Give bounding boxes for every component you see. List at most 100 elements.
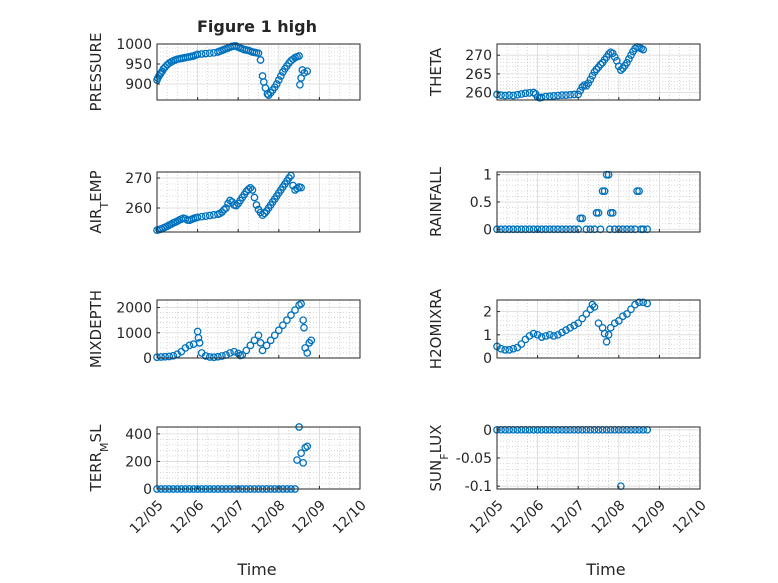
data-point <box>505 346 514 354</box>
data-point <box>274 326 283 335</box>
x-tick-label: 12/08 <box>249 497 289 537</box>
data-point <box>616 66 625 74</box>
data-point <box>226 349 234 357</box>
data-point <box>574 319 583 328</box>
data-point <box>197 50 206 58</box>
data-point <box>604 330 613 339</box>
data-point <box>291 306 299 314</box>
y-tick-label: 200 <box>125 454 152 470</box>
axes-box <box>496 43 701 101</box>
data-point <box>297 183 305 192</box>
x-tick-label: 12/05 <box>127 497 167 537</box>
data-point <box>610 319 619 328</box>
data-point <box>586 75 595 84</box>
axes-box <box>156 171 361 233</box>
data-point <box>293 184 301 193</box>
data-point <box>635 187 643 195</box>
y-tick-label: 1 <box>483 328 492 344</box>
data-point <box>266 336 275 345</box>
data-point <box>242 346 251 355</box>
data-point <box>256 56 265 64</box>
axes-air_temp: 260 270 AIRTEMP <box>87 170 361 235</box>
y-tick-label: 1000 <box>116 326 152 342</box>
y-tick-label: 260 <box>465 86 492 102</box>
data-point <box>623 310 631 318</box>
axes-rainfall: 0 0.5 1 RAINFALL <box>427 166 701 238</box>
data-point <box>218 352 226 360</box>
data-point <box>610 53 619 61</box>
data-point <box>185 341 194 350</box>
data-point <box>537 333 546 341</box>
data-point <box>283 316 291 325</box>
data-point <box>578 214 587 223</box>
x-tick-label: 12/09 <box>629 497 669 537</box>
data-point <box>161 352 169 361</box>
data-point <box>600 329 609 338</box>
data-point <box>639 45 648 54</box>
data-point <box>509 91 518 100</box>
axes-sun_flux: -0.1 -0.05 0 12/05 12/06 12/07 12/08 12/09 12/10… <box>427 423 710 537</box>
series-pressure <box>153 42 312 100</box>
data-point <box>558 91 566 99</box>
data-point <box>258 211 267 220</box>
data-point <box>201 212 210 220</box>
data-point <box>497 344 505 353</box>
data-point <box>189 340 198 348</box>
data-point <box>303 67 312 76</box>
y-tick-label: 0 <box>143 351 152 367</box>
data-point <box>517 340 526 348</box>
data-point <box>529 88 538 97</box>
data-point <box>578 314 587 323</box>
axes-pressure: 900 950 1000 PRESSURE <box>87 33 361 112</box>
data-point <box>537 93 546 102</box>
data-point <box>545 330 554 339</box>
data-point <box>303 442 312 451</box>
y-tick-label: 950 <box>125 57 152 73</box>
y-tick-label: 0 <box>483 423 492 439</box>
data-point <box>594 319 603 328</box>
x-axis-label-right: Time <box>585 560 625 579</box>
data-point <box>272 80 281 88</box>
data-point <box>193 50 202 59</box>
data-point <box>169 351 178 360</box>
x-axis-label-left: Time <box>236 560 276 579</box>
data-point <box>307 336 316 345</box>
y-tick-label: 0 <box>143 482 152 498</box>
data-point <box>588 300 597 309</box>
y-axis-label: TERRMSL <box>87 424 111 493</box>
data-point <box>517 90 526 98</box>
data-point <box>588 71 597 80</box>
data-point <box>639 298 648 307</box>
data-point <box>549 332 558 340</box>
data-point <box>295 52 303 60</box>
data-point <box>262 341 271 350</box>
data-point <box>582 310 591 318</box>
data-point <box>297 299 305 308</box>
data-point <box>529 329 538 338</box>
data-point <box>232 201 241 210</box>
y-axis-label: H2OMIXRA <box>427 288 445 369</box>
y-axis-label: PRESSURE <box>87 33 105 112</box>
data-point <box>293 456 301 464</box>
data-point <box>501 91 509 100</box>
data-point <box>299 458 308 467</box>
data-point <box>157 353 165 361</box>
data-point <box>205 353 214 361</box>
data-point <box>608 209 617 217</box>
x-tick-label: 12/10 <box>330 497 370 537</box>
data-point <box>287 311 295 319</box>
y-axis-label: THETA <box>427 47 445 97</box>
data-point <box>299 316 308 325</box>
data-point <box>165 352 174 361</box>
data-point <box>606 323 615 332</box>
data-point <box>209 353 218 362</box>
data-point <box>604 50 613 58</box>
data-point <box>197 212 206 221</box>
y-tick-label: 900 <box>125 77 152 93</box>
data-point <box>300 323 308 332</box>
data-point <box>541 332 550 340</box>
data-point <box>562 91 570 99</box>
data-point <box>246 341 255 350</box>
data-point <box>635 298 643 307</box>
data-point <box>296 80 304 89</box>
